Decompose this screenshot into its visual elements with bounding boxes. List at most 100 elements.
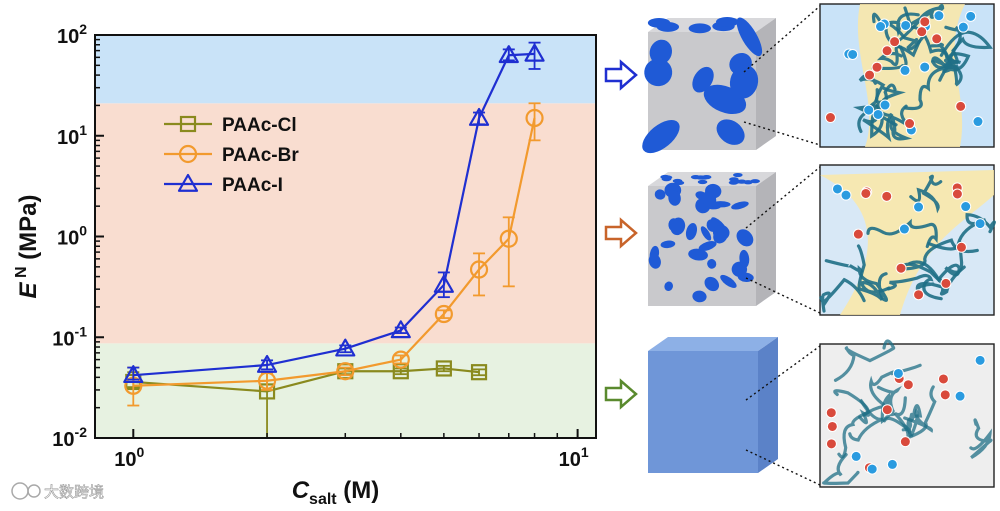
cation-icon	[881, 404, 893, 416]
cation-icon	[871, 61, 883, 73]
polymer-chain	[909, 174, 943, 214]
band-0	[95, 343, 596, 438]
cube-top-domain	[674, 180, 685, 185]
cation-icon	[904, 118, 916, 130]
arrow-icon-0	[604, 59, 638, 91]
y-tick-label-0: 10-2	[52, 424, 87, 451]
cube-top-domain	[688, 23, 712, 34]
cube-domain	[660, 240, 676, 249]
y-axis-label: E N (MPa)	[13, 194, 42, 298]
polymer-chain	[915, 265, 966, 296]
cube-top-domain	[750, 179, 760, 184]
polymer-chain	[876, 39, 922, 67]
anion-icon	[900, 19, 912, 31]
cube-domain	[720, 274, 737, 289]
anion-icon	[972, 116, 984, 128]
anion-icon	[850, 450, 862, 462]
polymer-chain	[899, 238, 979, 284]
watermark-logo-icon	[11, 482, 41, 500]
anion-icon	[933, 10, 945, 22]
x-tick-label-1: 101	[559, 444, 589, 471]
cube-domain	[707, 277, 718, 288]
cation-icon	[826, 420, 838, 432]
y-tick-label-1: 10-1	[52, 323, 87, 350]
cube-0	[642, 16, 776, 154]
cube-1	[648, 172, 776, 306]
legend-label-0: PAAc-Cl	[222, 115, 297, 136]
data-point-PAAc-Br-7	[525, 108, 544, 128]
cube-front	[648, 351, 758, 473]
anion-icon	[831, 183, 843, 195]
data-point-PAAc-I-0	[123, 365, 144, 384]
cube-domain	[700, 226, 712, 241]
cation-icon	[881, 45, 893, 57]
cation-icon	[902, 379, 914, 391]
cube-top-domain	[656, 22, 680, 32]
polymer-chain	[893, 385, 937, 441]
leader-line-top-1	[745, 166, 821, 229]
legend-marker-0	[179, 115, 197, 133]
cation-icon	[899, 436, 911, 448]
axis-ticks: 10-2 10-1 100 101 102 100 101	[52, 21, 589, 471]
anion-icon	[866, 463, 878, 475]
cube-domain	[648, 253, 661, 269]
x-tick-label-0: 100	[114, 444, 144, 471]
detail-panel-0	[819, 3, 995, 148]
polymer-chain	[852, 83, 897, 117]
cube-domain	[670, 217, 686, 236]
cube-domain	[642, 119, 680, 154]
cation-icon	[895, 262, 907, 274]
cation-icon	[913, 289, 925, 301]
anion-icon	[965, 10, 977, 22]
series-line-PAAc-Cl	[133, 367, 480, 393]
leader-line-bottom-1	[745, 277, 821, 314]
polymer-chain	[908, 240, 964, 283]
cation-icon	[951, 188, 963, 200]
polymer-chain	[931, 52, 971, 74]
cation-icon	[931, 33, 943, 45]
watermark-text: 大数跨境	[44, 483, 104, 501]
polymer-chain	[871, 12, 926, 51]
data-point-PAAc-Br-6	[499, 229, 518, 248]
cube-domain	[654, 189, 666, 200]
watermark: 大数跨境	[11, 482, 104, 501]
cube-domain	[692, 66, 714, 93]
data-point-PAAc-I-6	[498, 45, 519, 64]
cube-top-domain	[728, 180, 739, 185]
data-point-PAAc-Cl-5	[470, 364, 488, 381]
polymer-chain	[833, 339, 896, 382]
cation-icon	[916, 26, 928, 38]
y-tick-label-4: 102	[57, 21, 87, 48]
leader-line-top-0	[743, 5, 821, 73]
anion-icon	[898, 223, 910, 235]
anion-icon	[899, 64, 911, 76]
legend-marker-2	[177, 173, 199, 192]
anion-icon	[879, 99, 891, 111]
arrow-icon-1	[604, 217, 638, 249]
cube-side	[758, 337, 778, 473]
cube-domain	[731, 201, 749, 210]
legend-label-2: PAAc-I	[222, 175, 283, 196]
anion-icon	[840, 189, 852, 201]
cation-icon	[825, 438, 837, 450]
microstructure-schematic	[604, 3, 996, 488]
cube-top-domain	[662, 175, 673, 180]
polymer-chain	[904, 41, 954, 111]
anion-icon	[974, 354, 986, 366]
cation-icon	[824, 112, 836, 124]
polymer-chain	[833, 389, 870, 459]
anion-icon	[875, 21, 887, 33]
leader-line-bottom-0	[743, 121, 821, 146]
cube-domain	[692, 290, 707, 303]
cube-top-domain	[733, 172, 743, 178]
arrow-icon-2	[604, 378, 638, 410]
cation-icon	[955, 100, 967, 112]
cube-domain	[707, 259, 717, 269]
cube-top-domain	[701, 175, 712, 180]
series-PAAc-I	[123, 41, 545, 384]
polymer-chain	[969, 418, 993, 459]
cube-domain	[736, 229, 754, 247]
cation-icon	[825, 407, 837, 419]
cube-domain	[688, 248, 708, 261]
